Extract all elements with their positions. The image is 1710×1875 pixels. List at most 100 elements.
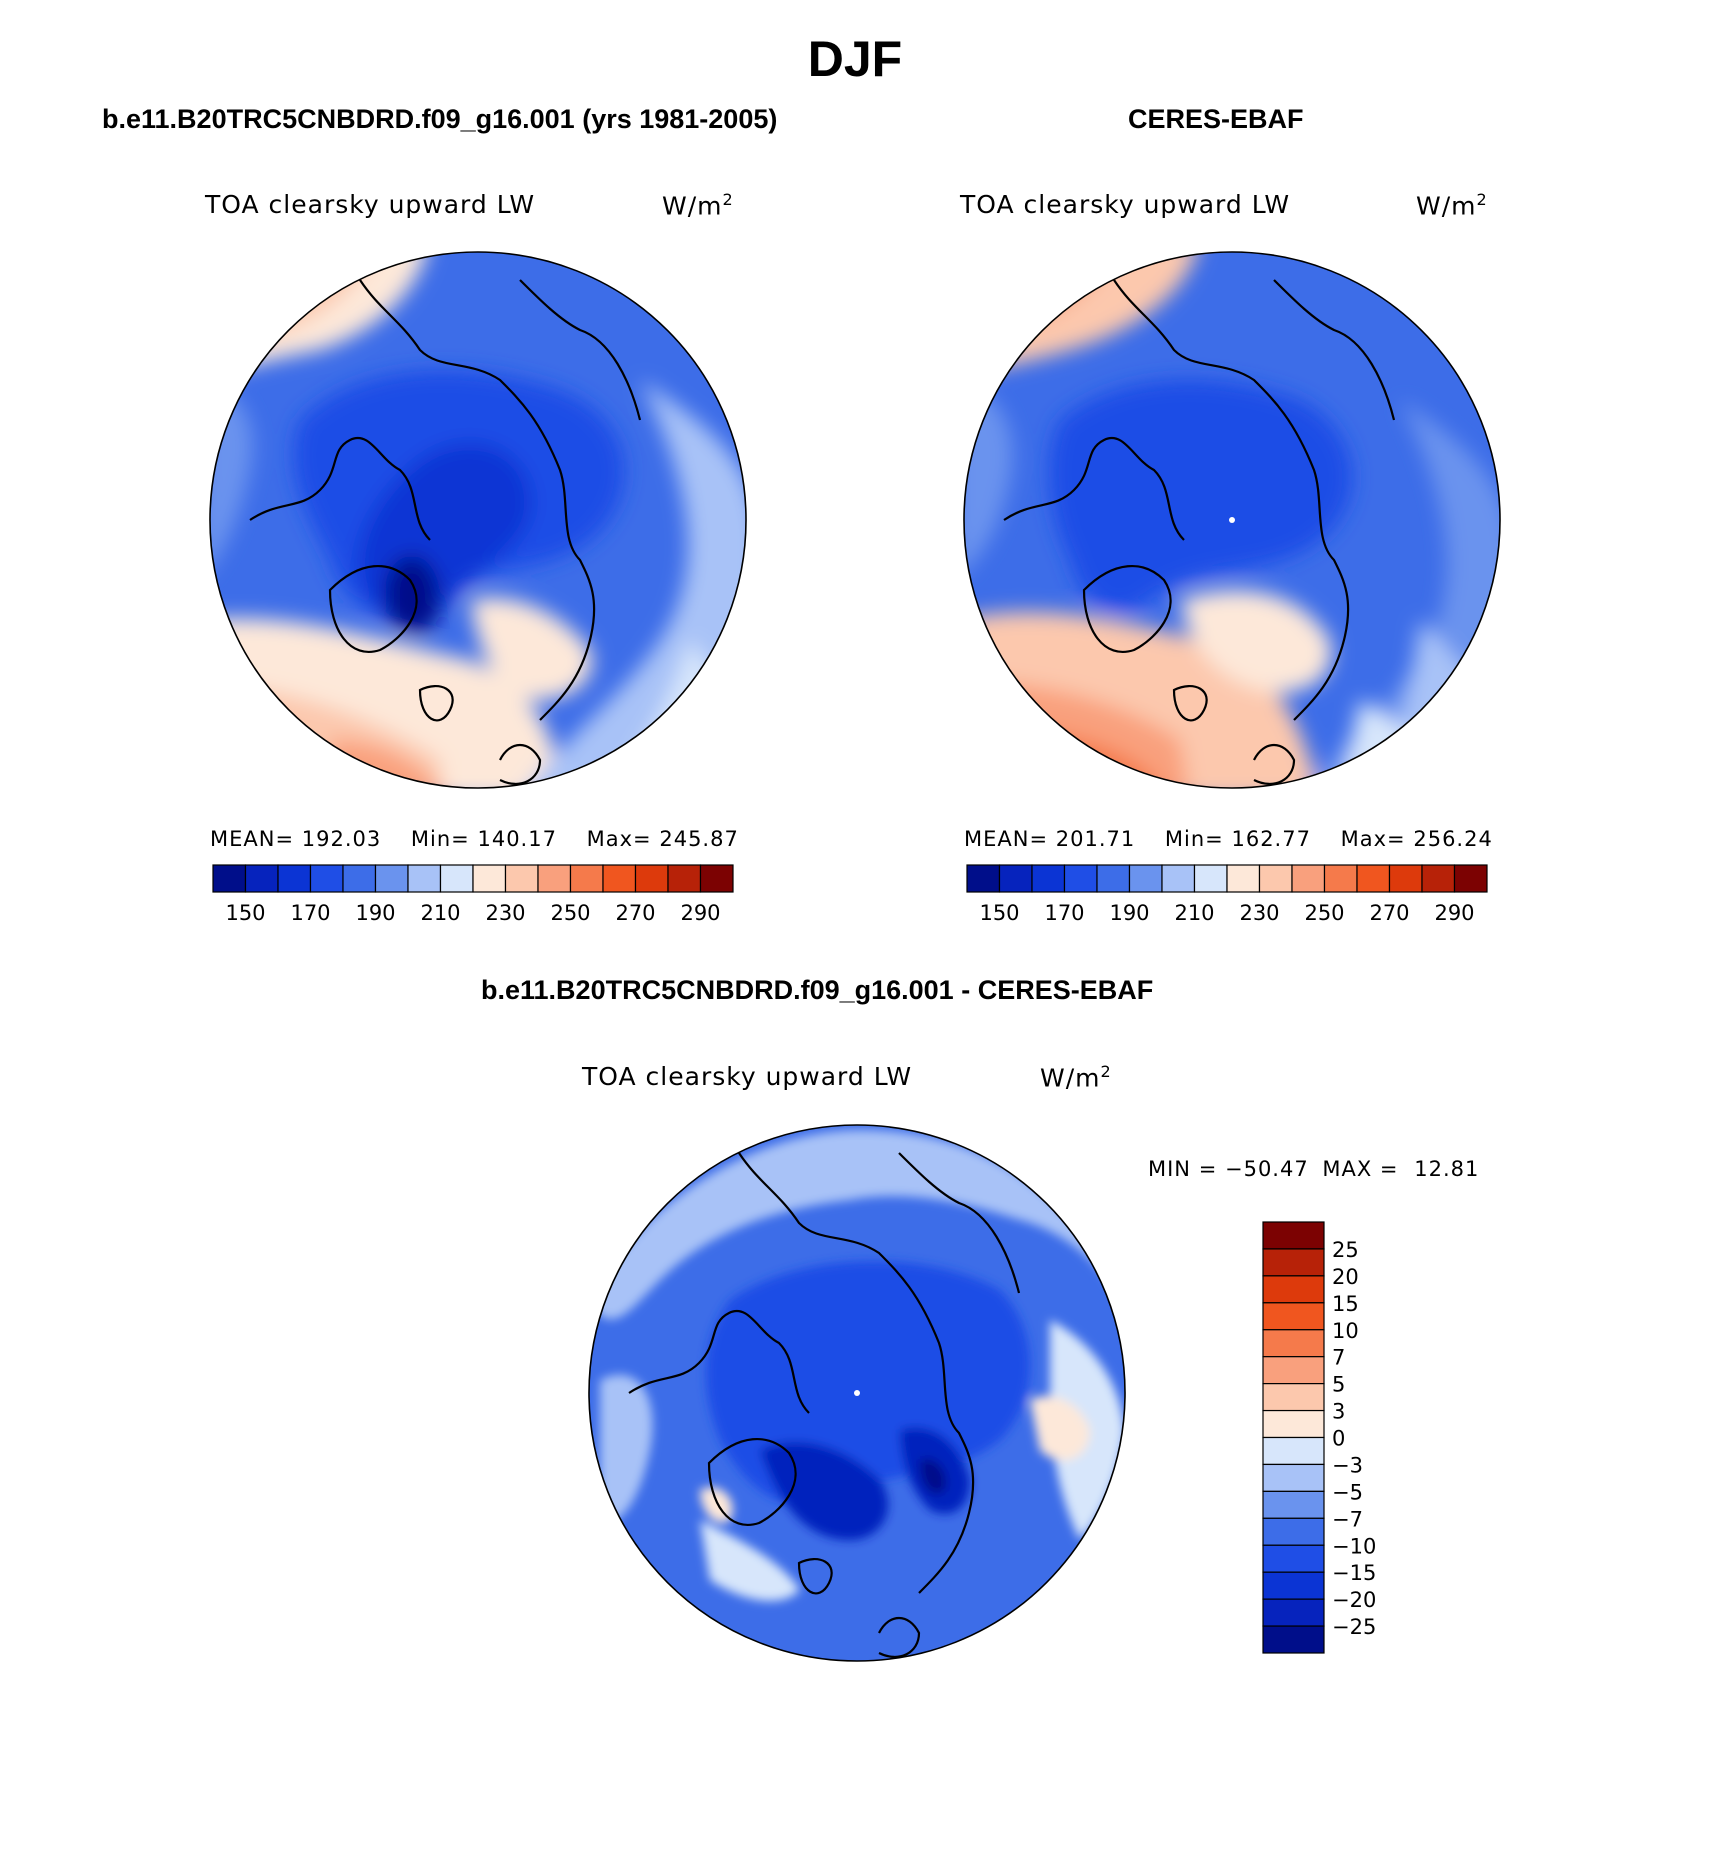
diff-colorbar-swatch [1262,1329,1325,1358]
model-colorbar-tick-label: 190 [355,901,395,925]
obs-colorbar-tick-label: 150 [979,901,1019,925]
diff-colorbar-tick-label: 10 [1332,1319,1359,1343]
diff-colorbar-swatch [1262,1571,1325,1600]
diff-colorbar-swatch [1262,1221,1325,1250]
obs-max-value: 256.24 [1413,827,1493,851]
model-colorbar-swatch [504,864,539,893]
obs-colorbar-tick-label: 290 [1434,901,1474,925]
obs-colorbar-swatch [1453,864,1488,893]
model-colorbar-tick-label: 250 [550,901,590,925]
diff-colorbar-swatch [1262,1248,1325,1277]
model-polar-map [209,251,747,789]
obs-max-label: Max= [1340,827,1406,851]
diff-colorbar-tick-label: 15 [1332,1292,1359,1316]
model-colorbar-swatch [634,864,669,893]
figure-title: DJF [807,31,903,87]
diff-variable-label: TOA clearsky upward LW [582,1062,913,1091]
obs-colorbar-swatch [1388,864,1423,893]
model-colorbar-swatch [309,864,344,893]
diff-colorbar-tick-label: −15 [1332,1561,1376,1585]
model-colorbar-swatch [667,864,702,893]
obs-mean-value: 201.71 [1055,827,1136,851]
model-colorbar-swatch [212,864,247,893]
diff-colorbar-tick-label: −20 [1332,1588,1376,1612]
obs-units-label: W/m2 [1416,190,1488,221]
diff-colorbar-tick-label: 20 [1332,1265,1359,1289]
obs-colorbar-tick-label: 270 [1369,901,1409,925]
model-mean-label: MEAN= [210,827,295,851]
model-min-label: Min= [410,827,470,851]
model-colorbar-swatch [569,864,604,893]
obs-min-value: 162.77 [1231,827,1311,851]
diff-colorbar-swatch [1262,1383,1325,1412]
obs-colorbar-swatch [1193,864,1228,893]
model-colorbar: 150 170 190 210 230 250 270 290 [212,864,734,925]
diff-colorbar-tick-label: 5 [1332,1373,1345,1397]
model-colorbar-swatch [407,864,442,893]
model-colorbar-tick-label: 170 [290,901,330,925]
model-variable-label: TOA clearsky upward LW [205,190,536,219]
diff-colorbar-swatch [1262,1517,1325,1546]
model-colorbar-tick-label: 150 [225,901,265,925]
obs-colorbar-tick-label: 230 [1239,901,1279,925]
obs-colorbar: 150 170 190 210 230 250 270 290 [966,864,1488,925]
obs-colorbar-swatch [1421,864,1456,893]
model-colorbar-tick-label: 270 [615,901,655,925]
diff-colorbar-tick-label: 0 [1332,1427,1345,1451]
obs-stats: MEAN= 201.71 Min= 162.77 Max= 256.24 [964,827,1493,851]
diff-max-label: MAX = [1322,1157,1399,1181]
diff-colorbar-tick-label: −5 [1332,1480,1363,1504]
obs-mean-label: MEAN= [964,827,1049,851]
diff-colorbar-tick-label: −7 [1332,1507,1363,1531]
obs-colorbar-swatch [1031,864,1066,893]
diff-units-label: W/m2 [1040,1062,1112,1093]
diff-colorbar-swatch [1262,1598,1325,1627]
obs-min-label: Min= [1164,827,1224,851]
model-units-label: W/m2 [662,190,734,221]
diff-colorbar-tick-label: 3 [1332,1400,1345,1424]
obs-panel-title: CERES-EBAF [1128,104,1304,134]
diff-colorbar-tick-label: −10 [1332,1534,1376,1558]
model-max-value: 245.87 [659,827,739,851]
model-colorbar-tick-label: 290 [680,901,720,925]
diff-min-value: −50.47 [1224,1157,1309,1181]
model-colorbar-swatch [374,864,409,893]
diff-max-value: 12.81 [1414,1157,1480,1181]
model-colorbar-swatch [537,864,572,893]
diff-colorbar-swatch [1262,1490,1325,1519]
obs-colorbar-swatch [1096,864,1131,893]
diff-colorbar-swatch [1262,1302,1325,1331]
model-colorbar-tick-label: 230 [485,901,525,925]
diff-colorbar-swatch [1262,1463,1325,1492]
obs-colorbar-swatch [1291,864,1326,893]
obs-colorbar-tick-label: 210 [1174,901,1214,925]
model-colorbar-swatch [439,864,474,893]
diff-panel-title: b.e11.B20TRC5CNBDRD.f09_g16.001 - CERES-… [481,975,1154,1005]
model-colorbar-swatch [699,864,734,893]
diff-min-label: MIN = [1148,1157,1218,1181]
diff-colorbar-swatch [1262,1625,1325,1654]
model-colorbar-swatch [342,864,377,893]
diff-stats: MIN = −50.47 MAX = 12.81 [1148,1157,1479,1181]
model-panel-title: b.e11.B20TRC5CNBDRD.f09_g16.001 (yrs 198… [102,104,778,134]
diff-colorbar-tick-label: −3 [1332,1453,1363,1477]
diff-colorbar: 25 20 15 10 7 5 3 0−3 −5 −7 −10 −15 −20 −25 [1262,1221,1376,1654]
model-stats: MEAN= 192.03 Min= 140.17 Max= 245.87 [210,827,739,851]
obs-colorbar-swatch [998,864,1033,893]
obs-colorbar-swatch [1128,864,1163,893]
obs-colorbar-tick-label: 190 [1109,901,1149,925]
model-colorbar-swatch [472,864,507,893]
obs-colorbar-swatch [1161,864,1196,893]
model-colorbar-swatch [602,864,637,893]
model-mean-value: 192.03 [301,827,382,851]
diff-polar-map [588,1124,1126,1662]
model-colorbar-swatch [244,864,279,893]
obs-colorbar-tick-label: 250 [1304,901,1344,925]
obs-colorbar-swatch [1356,864,1391,893]
diff-colorbar-swatch [1262,1356,1325,1385]
diff-colorbar-swatch [1262,1409,1325,1439]
diff-colorbar-swatch [1262,1436,1325,1466]
model-colorbar-tick-label: 210 [420,901,460,925]
obs-colorbar-swatch [1226,864,1261,893]
